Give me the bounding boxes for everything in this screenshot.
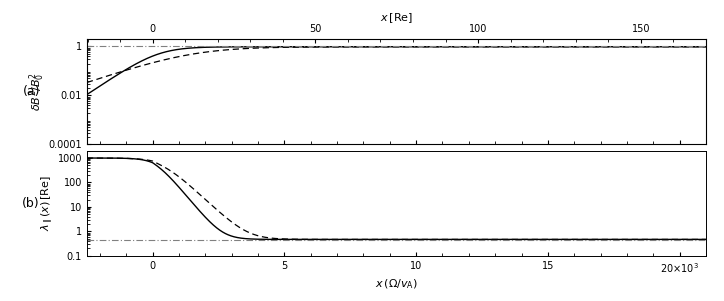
Text: (a): (a) — [22, 85, 40, 98]
Text: (b): (b) — [22, 197, 40, 210]
X-axis label: $x\,[\mathrm{Re}]$: $x\,[\mathrm{Re}]$ — [380, 11, 413, 25]
Y-axis label: $\lambda_{\parallel}(x)\,[\mathrm{Re}]$: $\lambda_{\parallel}(x)\,[\mathrm{Re}]$ — [40, 175, 56, 231]
X-axis label: $x\,(\Omega/v_\mathrm{A})$: $x\,(\Omega/v_\mathrm{A})$ — [375, 277, 418, 291]
Y-axis label: $\delta B^2/B_0^2$: $\delta B^2/B_0^2$ — [28, 72, 47, 111]
